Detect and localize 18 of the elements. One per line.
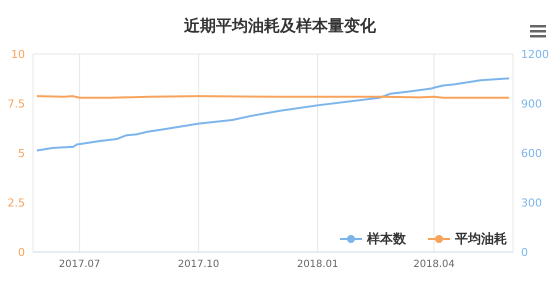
- x-tick-label: 2018.04: [413, 259, 455, 270]
- y-tick-label: 2.5: [8, 196, 25, 210]
- y2-tick-label: 900: [521, 97, 542, 110]
- x-tick-label: 2017.10: [178, 259, 220, 270]
- y2-tick-label: 1200: [521, 48, 549, 61]
- y2-tick-label: 0: [521, 246, 528, 259]
- line-series: [36, 77, 510, 152]
- y-tick-label: 5: [18, 146, 25, 160]
- y-tick-label: 0: [18, 246, 25, 259]
- y-tick-label: 7.5: [8, 97, 25, 110]
- legend-label: 样本数: [367, 231, 406, 248]
- x-tick-label: 2018.01: [296, 259, 338, 270]
- y2-tick-label: 600: [521, 146, 542, 160]
- chart-title: 近期平均油耗及样本量变化: [183, 16, 377, 37]
- x-tick-label: 2017.07: [58, 259, 100, 270]
- legend-label: 平均油耗: [455, 231, 507, 248]
- y-tick-label: 10: [11, 48, 25, 61]
- y2-tick-label: 300: [521, 196, 542, 210]
